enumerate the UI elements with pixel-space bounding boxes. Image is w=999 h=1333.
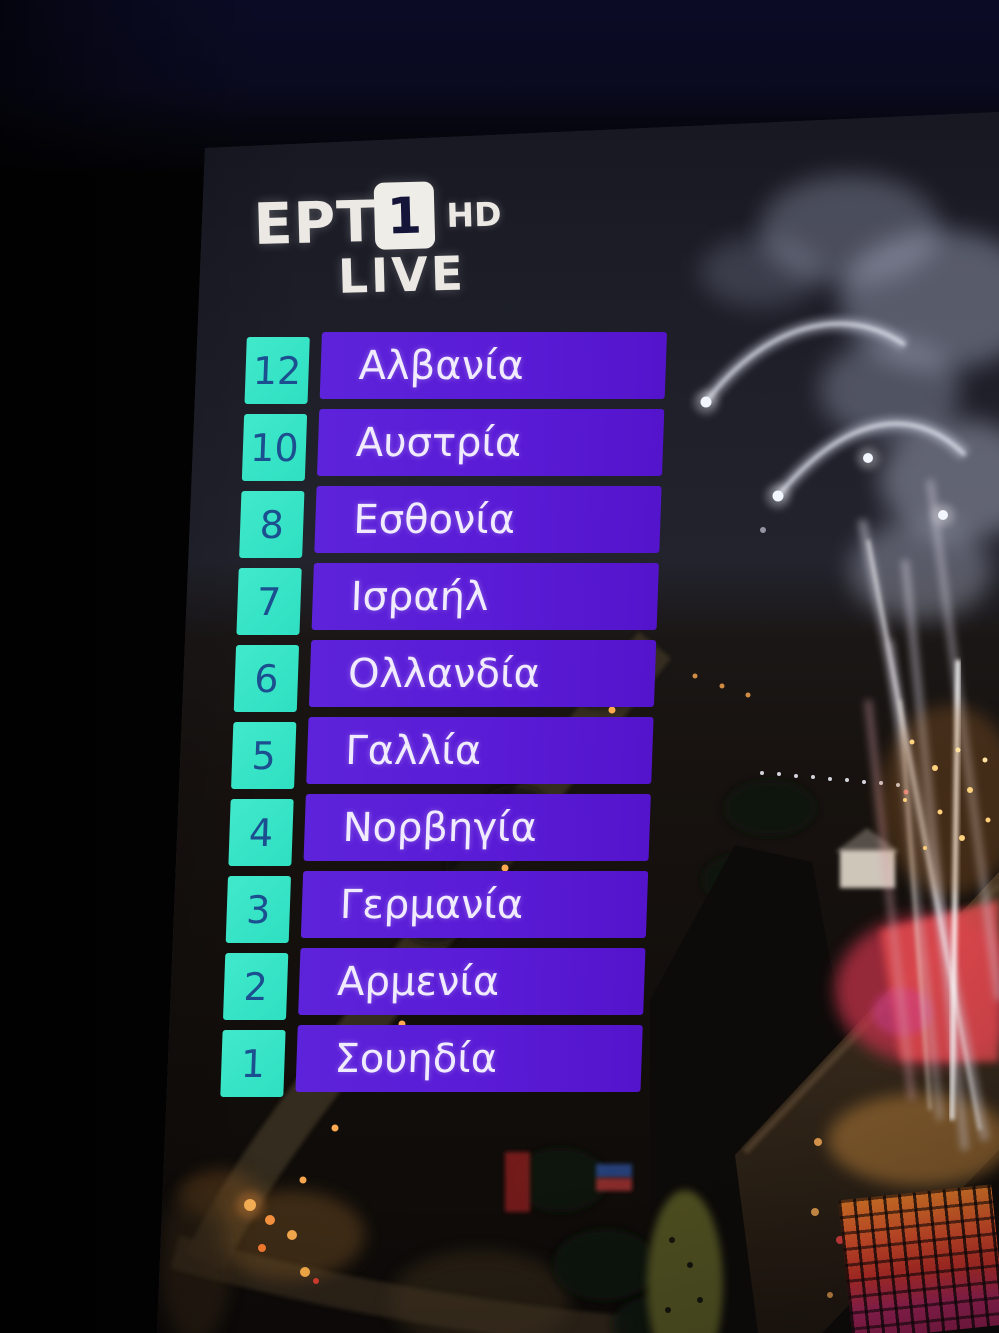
points-box: 3 xyxy=(225,876,292,943)
country-bar: Αυστρία xyxy=(316,409,665,476)
country-bar: Γερμανία xyxy=(300,871,649,938)
points-box: 12 xyxy=(244,337,310,404)
score-row: 3 Γερμανία xyxy=(225,871,649,943)
country-bar: Αρμενία xyxy=(298,948,646,1015)
points-box: 4 xyxy=(228,799,294,866)
score-row: 7 Ισραήλ xyxy=(236,563,659,635)
points-box: 10 xyxy=(241,414,308,481)
live-label: LIVE xyxy=(337,246,467,305)
country-bar: Ολλανδία xyxy=(308,640,657,707)
points-box: 5 xyxy=(231,722,297,789)
score-row: 8 Εσθονία xyxy=(239,486,662,558)
score-row: 5 Γαλλία xyxy=(231,717,654,789)
points-box: 6 xyxy=(233,645,300,712)
channel-number: 1 xyxy=(386,186,423,246)
channel-name: ΕΡΤ xyxy=(252,188,378,259)
score-row: 12 Αλβανία xyxy=(244,332,667,404)
country-bar: Ισραήλ xyxy=(311,563,659,630)
points-box: 8 xyxy=(239,491,305,558)
country-bar: Αλβανία xyxy=(319,332,667,399)
country-bar: Νορβηγία xyxy=(303,794,651,861)
points-box: 2 xyxy=(222,953,289,1020)
score-row: 4 Νορβηγία xyxy=(228,794,651,866)
score-row: 1 Σουηδία xyxy=(220,1025,643,1097)
country-bar: Εσθονία xyxy=(314,486,662,553)
points-box: 1 xyxy=(220,1030,286,1097)
score-row: 2 Αρμενία xyxy=(222,948,646,1020)
points-box: 7 xyxy=(236,568,302,635)
score-row: 10 Αυστρία xyxy=(241,409,665,481)
country-bar: Γαλλία xyxy=(306,717,654,784)
scoreboard: 12 Αλβανία 10 Αυστρία 8 Εσθονία 7 Ισραήλ… xyxy=(220,332,667,1102)
score-row: 6 Ολλανδία xyxy=(233,640,657,712)
country-bar: Σουηδία xyxy=(295,1025,643,1092)
channel-number-badge: 1 xyxy=(373,181,436,250)
hd-label: HD xyxy=(445,194,502,235)
